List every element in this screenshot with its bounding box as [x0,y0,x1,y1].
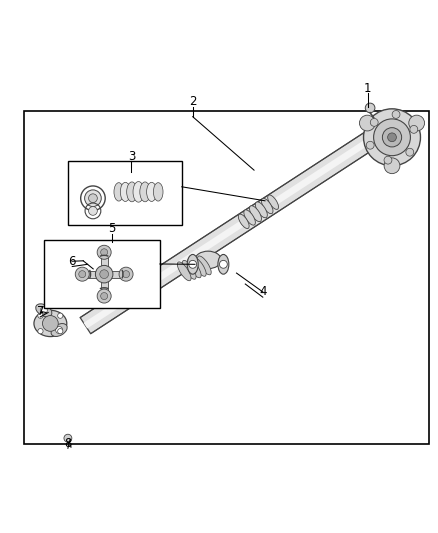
Circle shape [38,328,43,334]
Circle shape [364,109,420,166]
Circle shape [56,327,63,334]
Circle shape [38,313,43,318]
Ellipse shape [218,254,229,274]
Circle shape [79,271,86,278]
Polygon shape [84,134,376,328]
Circle shape [88,194,97,203]
Text: 2: 2 [189,95,197,108]
Ellipse shape [182,261,196,279]
Circle shape [97,289,111,303]
Ellipse shape [114,183,124,201]
Ellipse shape [34,310,67,336]
Ellipse shape [147,182,157,201]
Ellipse shape [127,182,137,202]
Text: 7: 7 [36,305,44,318]
Circle shape [219,260,227,268]
Circle shape [360,115,375,131]
Polygon shape [80,129,380,334]
Ellipse shape [255,202,267,218]
Circle shape [101,249,108,256]
Circle shape [101,293,108,300]
Ellipse shape [261,198,273,214]
Ellipse shape [187,259,201,278]
Ellipse shape [177,262,191,281]
Text: 3: 3 [128,150,135,163]
Bar [101,250,108,298]
Ellipse shape [238,214,249,229]
Circle shape [40,307,47,314]
Circle shape [365,103,375,113]
Ellipse shape [195,251,221,269]
Circle shape [406,148,414,156]
Bar [68,161,182,225]
Circle shape [85,190,101,207]
Circle shape [123,271,130,278]
Ellipse shape [244,210,255,225]
Circle shape [97,245,111,259]
Ellipse shape [193,257,206,276]
Ellipse shape [120,182,131,201]
Circle shape [366,141,374,149]
Circle shape [384,158,400,174]
Ellipse shape [133,182,144,202]
Circle shape [392,110,400,118]
Circle shape [384,156,392,164]
Circle shape [95,265,113,283]
Circle shape [370,118,378,126]
Circle shape [382,128,402,147]
Ellipse shape [140,182,150,202]
Circle shape [388,133,396,142]
Circle shape [75,267,89,281]
Circle shape [58,313,63,318]
Bar [44,240,160,308]
Text: 6: 6 [68,255,76,268]
Text: 4: 4 [259,285,267,298]
Circle shape [42,316,58,332]
Ellipse shape [36,304,52,317]
Ellipse shape [250,206,261,222]
Bar [24,111,429,444]
Circle shape [119,267,133,281]
Circle shape [58,328,63,334]
Text: 8: 8 [64,437,71,449]
Text: 5: 5 [108,222,115,235]
Circle shape [100,270,109,279]
Ellipse shape [51,324,67,336]
Bar [80,271,128,278]
Ellipse shape [153,183,163,201]
Text: 1: 1 [364,82,372,95]
Ellipse shape [187,254,198,274]
Circle shape [88,207,97,215]
Circle shape [189,260,197,268]
Circle shape [410,125,418,133]
Ellipse shape [198,256,211,275]
Circle shape [64,434,72,442]
Ellipse shape [268,195,279,209]
Circle shape [374,119,410,156]
Circle shape [409,115,424,131]
